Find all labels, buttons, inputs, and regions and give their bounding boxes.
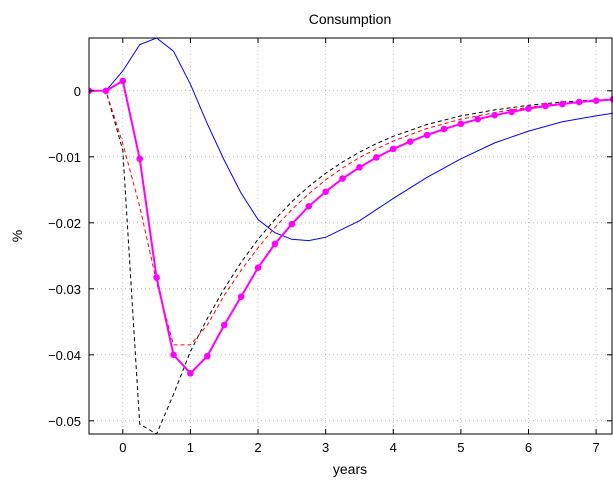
series-4-marker (136, 155, 144, 163)
series-4-marker (339, 175, 346, 182)
y-tick-label: 0 (74, 84, 81, 99)
series-4-marker (204, 352, 211, 360)
series-4-marker (592, 97, 600, 104)
y-tick-label: −0.01 (48, 150, 81, 165)
x-tick-label: 4 (390, 440, 397, 455)
series-4-marker (322, 188, 329, 196)
series-4-marker (237, 293, 245, 301)
y-axis-label: % (9, 230, 25, 242)
x-tick-label: 5 (457, 440, 464, 455)
series-4-marker (542, 102, 549, 110)
series-4-marker (457, 120, 465, 128)
series-4-marker (491, 111, 498, 119)
series-group (89, 38, 613, 434)
x-axis-label: years (333, 461, 367, 477)
series-4-marker (440, 125, 448, 133)
series-4-marker (305, 203, 313, 210)
series-4-marker (389, 145, 397, 153)
x-tick-label: 0 (119, 440, 126, 455)
series-line-3 (89, 90, 613, 346)
y-tick-label: −0.04 (48, 348, 81, 363)
series-4-marker (170, 351, 177, 359)
series-4-marker (575, 98, 583, 106)
x-tick-label: 2 (254, 440, 261, 455)
series-4-marker (508, 108, 515, 116)
series-4-marker (525, 105, 532, 112)
series-line-1 (89, 38, 613, 242)
series-4-marker (356, 164, 363, 171)
series-4-marker (271, 240, 279, 248)
grid (89, 38, 613, 434)
plot-frame (88, 37, 613, 435)
series-4-marker (558, 100, 566, 108)
series-4-marker (119, 77, 127, 85)
x-tick-label: 7 (592, 440, 599, 455)
y-tick-label: −0.02 (48, 216, 81, 231)
series-line-4 (89, 79, 613, 375)
x-tick-label: 3 (322, 440, 329, 455)
series-4-marker (102, 87, 110, 95)
y-tick-label: −0.05 (48, 414, 81, 429)
series-4-marker (423, 131, 431, 139)
chart-title: Consumption (309, 11, 392, 27)
x-tick-label: 6 (525, 440, 532, 455)
series-4-marker (373, 154, 380, 161)
series-4-marker (288, 220, 296, 228)
series-4-marker (406, 138, 414, 145)
series-4-marker (187, 369, 194, 377)
axis-ticks: 0 1 2 3 4 5 6 7 0 −0.01 −0.02 −0.03 −0.04 −0.05 (48, 38, 612, 455)
series-4-marker (220, 321, 228, 329)
series-line-2 (89, 90, 613, 434)
series-4-marker (153, 274, 160, 281)
series-4-marker (474, 115, 482, 123)
series-4-marker (254, 264, 262, 271)
x-tick-label: 1 (187, 440, 194, 455)
y-tick-label: −0.03 (48, 282, 81, 297)
